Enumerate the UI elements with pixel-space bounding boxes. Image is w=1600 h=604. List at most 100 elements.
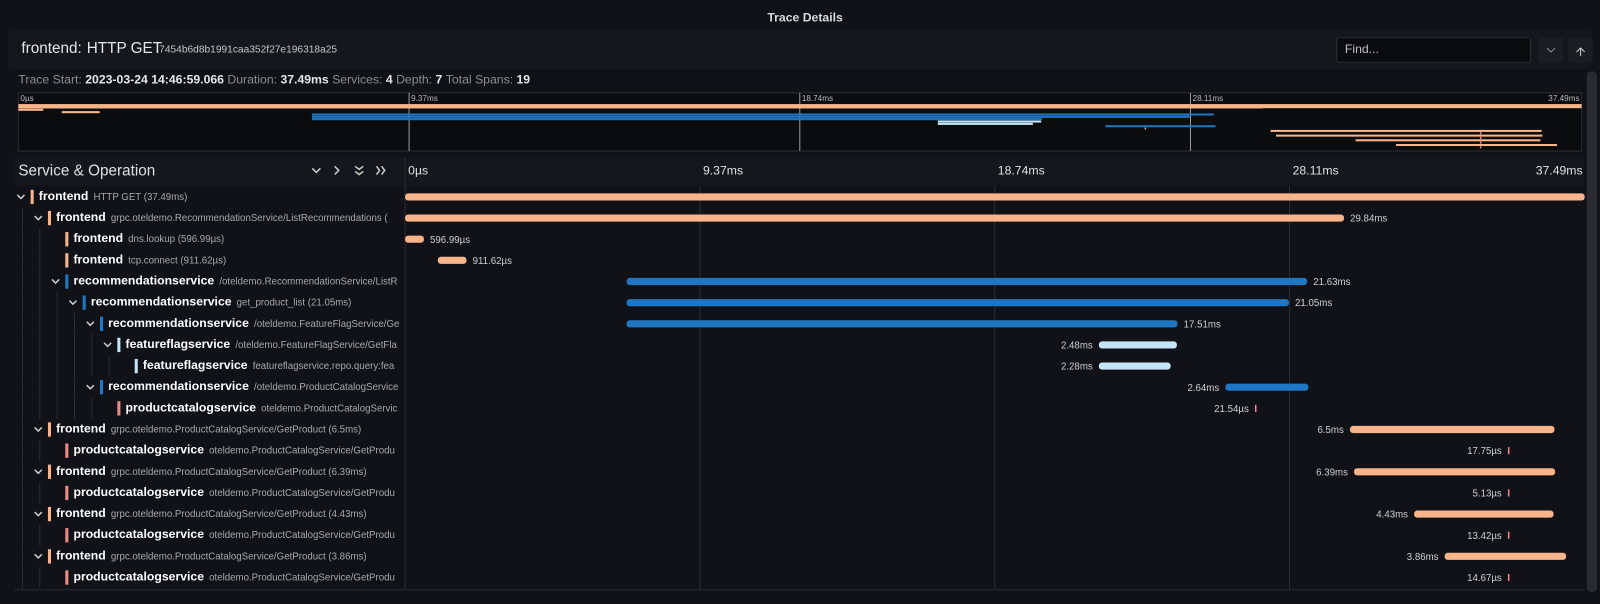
span-bar[interactable] bbox=[1507, 447, 1510, 455]
duration-label: 13.42µs bbox=[1467, 531, 1502, 542]
minimap-span bbox=[1275, 134, 1543, 137]
duration-label: 21.54µs bbox=[1214, 404, 1249, 415]
minimap-span bbox=[61, 111, 100, 114]
service-name: frontend bbox=[56, 464, 106, 478]
span-bar[interactable] bbox=[405, 214, 1344, 222]
collapse-toggle[interactable] bbox=[103, 342, 112, 348]
span-label: recommendationservice/oteldemo.FeatureFl… bbox=[108, 316, 399, 330]
operation-name: /oteldemo.FeatureFlagService/Ge bbox=[254, 318, 399, 329]
span-label: frontend tcp.connect (911.62µs) bbox=[73, 253, 226, 267]
service-name: recommendationservice bbox=[108, 316, 249, 330]
span-bar[interactable] bbox=[1507, 531, 1510, 539]
minimap-tick-label: 9.37ms bbox=[411, 94, 438, 103]
down-icon bbox=[1546, 47, 1556, 53]
duration-label: 17.51ms bbox=[1184, 319, 1221, 330]
collapse-toggle[interactable] bbox=[51, 278, 60, 285]
operation-name: oteldemo.ProductCatalogService/GetProdu bbox=[209, 572, 395, 583]
next-button[interactable] bbox=[1538, 37, 1564, 63]
service-color bbox=[65, 570, 69, 585]
span-label: featureflagservice/oteldemo.FeatureFlagS… bbox=[126, 337, 398, 351]
time-tick-label: 9.37ms bbox=[703, 164, 743, 178]
time-tick-label: 28.11ms bbox=[1293, 164, 1339, 178]
column-title: Service & Operation bbox=[18, 162, 155, 179]
span-label: recommendationservice/oteldemo.Recommend… bbox=[73, 274, 397, 288]
span-label: frontend grpc.oteldemo.ProductCatalogServ… bbox=[56, 422, 361, 436]
span-bar[interactable] bbox=[1507, 489, 1510, 497]
service-color bbox=[99, 316, 104, 331]
trace-service: frontend: bbox=[21, 40, 81, 57]
duration-label: 6.5ms bbox=[1317, 425, 1344, 436]
collapse-toggle[interactable] bbox=[86, 321, 95, 327]
collapse-toggle[interactable] bbox=[16, 194, 26, 200]
service-color bbox=[65, 443, 69, 458]
span-bar[interactable] bbox=[405, 235, 424, 243]
span-bar[interactable] bbox=[1349, 425, 1555, 434]
duration-label: 21.05ms bbox=[1295, 298, 1332, 309]
service-color bbox=[65, 528, 69, 543]
span-bar[interactable] bbox=[1254, 404, 1257, 412]
service-color bbox=[47, 422, 52, 437]
span-bar[interactable] bbox=[626, 277, 1308, 286]
duration-label: 14.67µs bbox=[1467, 573, 1502, 584]
service-color bbox=[117, 337, 121, 353]
collapse-toggle[interactable] bbox=[34, 215, 43, 221]
operation-name: grpc.oteldemo.ProductCatalogService/GetP… bbox=[111, 424, 361, 435]
minimap-tick-label: 0µs bbox=[20, 94, 33, 103]
info-value: 19 bbox=[516, 73, 530, 87]
operation-name: oteldemo.ProductCatalogService/GetProdu bbox=[209, 487, 395, 498]
span-bar[interactable] bbox=[437, 256, 467, 264]
minimap-span bbox=[311, 118, 1043, 121]
service-name: productcatalogservice bbox=[73, 485, 204, 499]
scrollbar[interactable] bbox=[1586, 71, 1597, 592]
span-label: recommendationservice get_product_list (2… bbox=[91, 295, 352, 309]
service-name: productcatalogservice bbox=[126, 401, 257, 415]
time-tick-label: 37.49ms bbox=[1536, 164, 1583, 178]
duration-label: 6.39ms bbox=[1316, 467, 1348, 478]
service-color bbox=[47, 210, 52, 226]
minimap-tick-label: 37.49ms bbox=[1548, 94, 1579, 103]
expand-icons[interactable] bbox=[311, 165, 386, 176]
service-name: productcatalogservice bbox=[73, 570, 204, 584]
service-color bbox=[99, 380, 104, 395]
minimap-span bbox=[1479, 146, 1482, 149]
operation-name: oteldemo.ProductCatalogServic bbox=[261, 403, 397, 414]
span-bar[interactable] bbox=[626, 320, 1178, 328]
operation-name: tcp.connect (911.62µs) bbox=[128, 255, 226, 266]
service-color bbox=[65, 232, 69, 247]
service-name: frontend bbox=[56, 549, 106, 563]
span-bar[interactable] bbox=[405, 193, 1585, 201]
span-bar[interactable] bbox=[1098, 341, 1177, 349]
collapse-toggle[interactable] bbox=[34, 511, 43, 517]
span-label: frontend grpc.oteldemo.ProductCatalogServ… bbox=[56, 506, 366, 520]
span-label: featureflagservice featureflagservice.rep… bbox=[143, 358, 395, 372]
collapse-toggle[interactable] bbox=[34, 469, 43, 475]
service-name: featureflagservice bbox=[126, 337, 231, 351]
span-bar[interactable] bbox=[1225, 383, 1309, 391]
duration-label: 2.64ms bbox=[1187, 383, 1219, 394]
collapse-toggle[interactable] bbox=[86, 384, 95, 390]
find-input[interactable] bbox=[1336, 37, 1532, 63]
span-label: productcatalogservice oteldemo.ProductCat… bbox=[73, 527, 394, 541]
service-name: frontend bbox=[73, 253, 123, 267]
info-label: Total Spans: bbox=[446, 73, 517, 87]
operation-name: get_product_list (21.05ms) bbox=[237, 297, 352, 308]
collapse-toggle[interactable] bbox=[68, 300, 78, 306]
duration-label: 3.86ms bbox=[1407, 552, 1439, 563]
span-bar[interactable] bbox=[1507, 573, 1510, 582]
duration-label: 911.62µs bbox=[473, 256, 512, 267]
service-name: frontend bbox=[56, 422, 106, 436]
span-bar[interactable] bbox=[1444, 552, 1567, 560]
minimap-tick-label: 28.11ms bbox=[1193, 94, 1224, 103]
service-name: featureflagservice bbox=[143, 358, 248, 372]
span-bar[interactable] bbox=[1098, 362, 1171, 370]
span-bar[interactable] bbox=[626, 299, 1289, 307]
service-color bbox=[47, 506, 52, 522]
operation-name: oteldemo.ProductCatalogService/GetProdu bbox=[209, 445, 395, 456]
span-label: frontend grpc.oteldemo.ProductCatalogServ… bbox=[56, 549, 366, 563]
collapse-toggle[interactable] bbox=[34, 553, 43, 559]
info-value: 7 bbox=[436, 73, 446, 87]
span-bar[interactable] bbox=[1414, 510, 1554, 518]
span-bar[interactable] bbox=[1354, 468, 1556, 476]
collapse-toggle[interactable] bbox=[34, 426, 43, 433]
